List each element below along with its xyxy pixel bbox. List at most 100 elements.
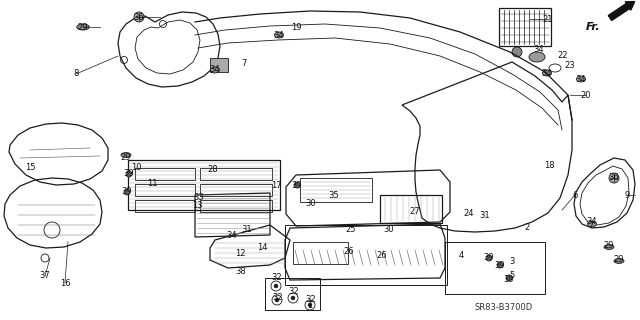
Text: 38: 38 (236, 267, 246, 276)
Ellipse shape (77, 24, 89, 30)
Text: 24: 24 (464, 209, 474, 218)
Text: 29: 29 (614, 254, 624, 263)
Bar (380, 195, 442, 223)
Text: 18: 18 (544, 161, 554, 170)
Bar (135, 168, 195, 180)
Text: 4: 4 (458, 252, 463, 260)
Ellipse shape (588, 221, 596, 227)
Bar (200, 184, 272, 196)
FancyArrow shape (609, 2, 635, 20)
Text: 7: 7 (241, 60, 246, 68)
Bar (210, 58, 228, 72)
Text: 17: 17 (271, 180, 282, 189)
Ellipse shape (529, 52, 545, 62)
Bar (285, 225, 447, 285)
Text: 26: 26 (344, 246, 355, 255)
Text: 15: 15 (25, 164, 35, 172)
Text: 34: 34 (210, 66, 220, 75)
Circle shape (124, 189, 130, 195)
Text: Fr.: Fr. (586, 22, 600, 32)
Text: 27: 27 (410, 206, 420, 215)
Text: 31: 31 (480, 212, 490, 220)
Text: 13: 13 (192, 202, 202, 211)
Text: 37: 37 (40, 271, 51, 281)
Circle shape (497, 262, 503, 268)
Text: 19: 19 (291, 22, 301, 31)
Text: 8: 8 (74, 69, 79, 78)
Text: 36: 36 (609, 173, 620, 182)
Text: 39: 39 (122, 188, 132, 196)
Text: 36: 36 (134, 12, 145, 21)
Text: 34: 34 (534, 45, 544, 54)
Text: 22: 22 (557, 52, 568, 60)
Text: 39: 39 (124, 170, 134, 179)
Bar (135, 184, 195, 196)
Text: 32: 32 (306, 294, 316, 303)
Ellipse shape (121, 153, 131, 157)
Text: SR83-B3700D: SR83-B3700D (475, 303, 533, 313)
Bar (135, 200, 195, 212)
Text: 7: 7 (588, 221, 594, 230)
Ellipse shape (577, 76, 586, 82)
Circle shape (291, 296, 295, 300)
Text: 6: 6 (572, 190, 578, 199)
Circle shape (274, 284, 278, 288)
Circle shape (294, 182, 300, 188)
Text: 32: 32 (272, 274, 282, 283)
Text: 34: 34 (227, 231, 237, 241)
Text: 9: 9 (625, 190, 630, 199)
Ellipse shape (614, 259, 624, 263)
Text: 3: 3 (509, 258, 515, 267)
Text: 26: 26 (377, 251, 387, 260)
Text: 34: 34 (576, 75, 586, 84)
Bar (445, 242, 545, 294)
Text: 29: 29 (121, 154, 131, 163)
Bar (293, 242, 348, 264)
Ellipse shape (604, 244, 614, 249)
Ellipse shape (543, 70, 552, 76)
Text: 39: 39 (504, 275, 515, 284)
Text: 10: 10 (131, 164, 141, 172)
Circle shape (506, 275, 512, 281)
Text: 14: 14 (257, 244, 268, 252)
Text: 39: 39 (495, 260, 506, 269)
Text: 31: 31 (242, 225, 252, 234)
Ellipse shape (211, 67, 220, 73)
Circle shape (134, 12, 144, 22)
Text: 30: 30 (384, 226, 394, 235)
Bar (200, 200, 272, 212)
Circle shape (308, 303, 312, 307)
Circle shape (609, 173, 619, 183)
Text: 25: 25 (346, 225, 356, 234)
Text: 23: 23 (564, 61, 575, 70)
Text: 21: 21 (543, 14, 553, 23)
Ellipse shape (275, 32, 284, 38)
Text: 16: 16 (60, 278, 70, 287)
Text: 39: 39 (292, 180, 302, 189)
Text: 30: 30 (306, 199, 316, 209)
Circle shape (275, 298, 279, 302)
Bar (200, 168, 272, 180)
Text: 34: 34 (274, 30, 284, 39)
Text: 33: 33 (194, 194, 204, 203)
Text: 2: 2 (524, 223, 530, 233)
Text: 28: 28 (208, 165, 218, 174)
Text: 34: 34 (541, 68, 552, 77)
Bar (300, 178, 372, 202)
Text: 32: 32 (289, 286, 300, 295)
Text: 35: 35 (329, 191, 339, 201)
Bar (265, 278, 320, 310)
Text: 29: 29 (77, 22, 88, 31)
Circle shape (486, 255, 492, 261)
Text: 34: 34 (587, 218, 597, 227)
Text: 5: 5 (509, 270, 515, 279)
Bar (499, 8, 551, 46)
Text: 11: 11 (147, 180, 157, 188)
Text: 12: 12 (235, 249, 245, 258)
Circle shape (512, 47, 522, 57)
Text: 32: 32 (273, 293, 284, 302)
Text: 39: 39 (484, 253, 494, 262)
Text: 29: 29 (604, 241, 614, 250)
Text: 1: 1 (307, 300, 312, 309)
Circle shape (126, 171, 132, 177)
